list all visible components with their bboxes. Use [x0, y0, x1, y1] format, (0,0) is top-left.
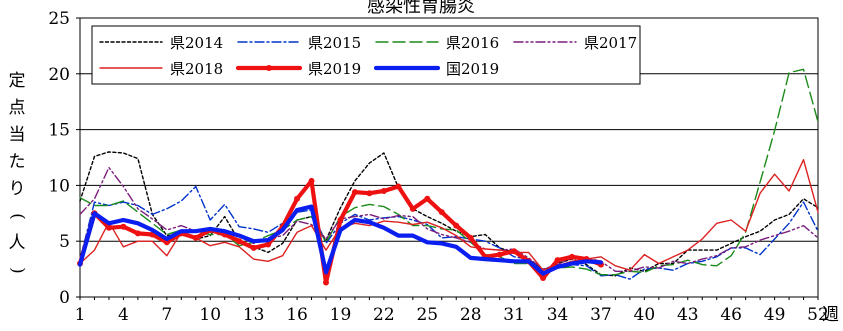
legend-label: 国2019 [446, 60, 499, 78]
series-point [380, 187, 387, 194]
chart-title: 感染性胃腸炎 [367, 0, 475, 17]
x-tick-label: 4 [118, 305, 129, 325]
y-axis-label-char: 当 [8, 125, 26, 145]
series-layer [77, 68, 819, 286]
x-tick-label: 16 [286, 305, 308, 325]
y-axis-label-char: ) [7, 267, 28, 274]
series-point [540, 275, 547, 282]
legend-box [91, 25, 641, 85]
series-point [453, 222, 460, 229]
y-axis-label-char: り [8, 179, 26, 199]
series-point [569, 253, 575, 260]
y-axis-label: 定点当たり ( 人) [6, 68, 28, 284]
series-point [424, 195, 431, 202]
series-point [163, 239, 170, 246]
y-tick-label: 20 [48, 65, 70, 85]
x-axis-label: 週 [822, 305, 839, 325]
series-point [192, 234, 199, 241]
legend-label: 県2015 [308, 34, 361, 52]
series-point [366, 190, 373, 197]
y-tick-label: 0 [59, 288, 70, 308]
y-tick-label: 25 [48, 9, 70, 29]
legend-label: 県2014 [170, 34, 223, 52]
x-tick-label: 7 [161, 305, 172, 325]
x-tick-label: 31 [503, 305, 525, 325]
x-tick-label: 22 [373, 305, 395, 325]
series-point [323, 279, 329, 286]
series-line-1 [79, 151, 819, 277]
x-tick-label: 25 [416, 305, 438, 325]
y-tick-label: 5 [59, 232, 70, 252]
series-line-5 [79, 158, 819, 271]
axis-layer: 0 5 10 15 20 25 1 4 7 10 13 16 19 22 25 28 31 34 37 40 43 46 4… [48, 9, 839, 325]
y-axis-label-char: 定 [8, 71, 26, 91]
legend-label: 県2017 [584, 34, 637, 52]
series-point [337, 216, 344, 223]
series-point [554, 257, 561, 264]
legend-label: 県2018 [170, 60, 223, 78]
series-line-2 [79, 185, 819, 280]
series-point [308, 177, 315, 184]
series-point [265, 241, 272, 248]
x-tick-label: 10 [199, 305, 221, 325]
series-point [120, 223, 127, 230]
series-point [395, 183, 402, 190]
series-point [294, 195, 301, 202]
legend-marker [266, 65, 272, 71]
legend-label: 県2016 [446, 34, 499, 52]
x-tick-label: 46 [720, 305, 742, 325]
y-axis-label-char: 点 [8, 98, 26, 118]
series-point [134, 230, 141, 237]
y-axis-label-char: 人 [8, 233, 26, 253]
series-point [105, 224, 112, 231]
series-point [236, 238, 243, 245]
series-point [409, 205, 416, 212]
x-tick-label: 52 [807, 305, 829, 325]
y-tick-label: 15 [48, 121, 70, 141]
y-axis-label-char: た [8, 152, 26, 172]
x-tick-label: 28 [460, 305, 482, 325]
y-tick-label: 10 [48, 176, 70, 196]
series-point [511, 248, 518, 255]
x-tick-label: 13 [243, 305, 265, 325]
x-tick-label: 37 [590, 305, 612, 325]
legend: 県2014 県2015 県2016 県2017 県2018 県2019 国2019 [91, 25, 641, 85]
series-point [496, 251, 503, 258]
x-tick-label: 19 [330, 305, 352, 325]
series-point [467, 234, 474, 241]
series-line-7 [77, 204, 604, 276]
y-axis-label-char: ( [7, 213, 28, 220]
plot-area-frame [79, 17, 819, 298]
x-tick-label: 1 [75, 305, 86, 325]
series-point [351, 189, 358, 196]
x-tick-label: 43 [677, 305, 699, 325]
x-tick-label: 34 [547, 305, 569, 325]
series-point [438, 209, 445, 216]
x-tick-label: 40 [634, 305, 656, 325]
series-point [250, 244, 257, 251]
x-tick-label: 49 [764, 305, 786, 325]
legend-label: 県2019 [308, 60, 361, 78]
